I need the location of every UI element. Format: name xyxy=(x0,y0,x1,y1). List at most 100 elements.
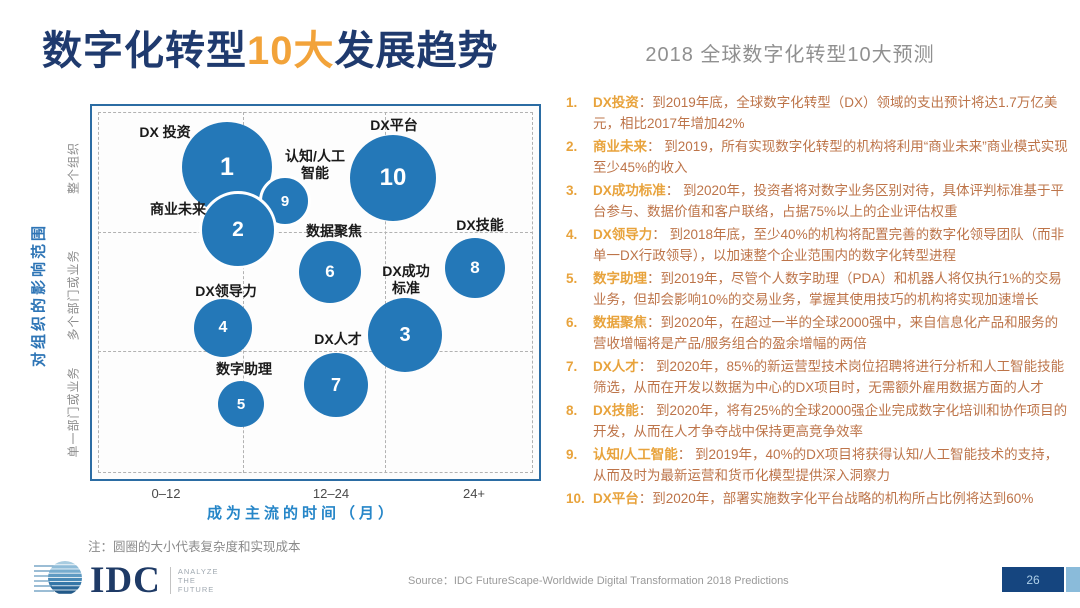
prediction-text: ：到2019年底，全球数字化转型（DX）领域的支出预计将达1.7万亿美元，相比2… xyxy=(593,95,1058,131)
prediction-text: ： 到2018年底，至少40%的机构将配置完善的数字化领导团队（而非单一DX行政… xyxy=(593,227,1065,263)
page-number-badge: 26 xyxy=(1002,567,1064,592)
predictions-heading: 2018 全球数字化转型10大预测 xyxy=(645,44,935,66)
prediction-keyword: 认知/人工智能 xyxy=(593,447,678,462)
prediction-text: ：到2019年，尽管个人数字助理（PDA）和机器人将仅执行1%的交易业务，但却会… xyxy=(593,271,1062,307)
predictions-list: 1. DX投资：到2019年底，全球数字化转型（DX）领域的支出预计将达1.7万亿… xyxy=(566,92,1068,511)
prediction-text: ：到2020年，在超过一半的全球2000强中，来自信息化产品和服务的营收增幅将是… xyxy=(593,315,1059,351)
bubble-number-3: 3 xyxy=(399,323,411,346)
prediction-item-5: 5. 数字助理：到2019年，尽管个人数字助理（PDA）和机器人将仅执行1%的交易… xyxy=(566,268,1068,310)
bubble-number-1: 1 xyxy=(220,152,234,181)
title-part1: 数字化转型 xyxy=(42,29,247,73)
prediction-keyword: 数据聚焦 xyxy=(593,315,647,330)
bubble-label-9: 认知/人工 智能 xyxy=(285,148,345,181)
prediction-number: 7. xyxy=(566,359,578,374)
prediction-text: ： 到2020年，投资者将对数字业务区别对待，具体评判标准基于平台参与、数据价值… xyxy=(593,183,1065,219)
idc-globe-icon xyxy=(34,556,86,605)
bubble-8: 8 xyxy=(445,238,505,298)
bubble-label-1: DX 投资 xyxy=(139,124,191,140)
bubble-3: 3 xyxy=(368,298,442,372)
idc-logo: IDC ANALYZE THE FUTURE xyxy=(34,556,218,605)
idc-tagline-line1: ANALYZE xyxy=(177,567,219,576)
bubble-number-7: 7 xyxy=(330,374,341,395)
bubble-chart: 1 DX 投资 10 DX平台 9 认知/人工 智能 2 商业未来 6 数据聚焦 8 DX技能 4 DX领… xyxy=(90,104,541,481)
prediction-text: ： 到2019，所有实现数字化转型的机构将利用“商业未来”商业模式实现至少45%… xyxy=(593,139,1068,175)
bubble-number-9: 9 xyxy=(280,192,290,210)
prediction-keyword: 数字助理 xyxy=(593,271,647,286)
prediction-number: 5. xyxy=(566,271,578,286)
grid-hline-1 xyxy=(98,232,533,233)
y-tick-multi-dept: 多个部门或业务 xyxy=(66,249,81,341)
bubble-number-8: 8 xyxy=(470,258,480,277)
prediction-keyword: DX平台 xyxy=(593,491,639,506)
source-text: Source：IDC FutureScape-Worldwide Digital… xyxy=(408,575,789,587)
bubble-5: 5 xyxy=(218,381,264,427)
prediction-number: 10. xyxy=(566,491,585,506)
bubble-10: 10 xyxy=(350,135,436,221)
y-axis-title: 对组织的影响范围 xyxy=(30,222,48,368)
y-tick-single-dept: 单一部门或业务 xyxy=(66,366,81,458)
bubble-7: 7 xyxy=(304,353,368,417)
prediction-item-8: 8. DX技能： 到2020年，将有25%的全球2000强企业完成数字化培训和协作… xyxy=(566,400,1068,442)
bubble-6: 6 xyxy=(299,241,361,303)
prediction-text: ： 到2020年，85%的新运营型技术岗位招聘将进行分析和人工智能技能筛选，从而… xyxy=(593,359,1065,395)
grid-vline-1 xyxy=(243,112,244,473)
prediction-keyword: DX技能 xyxy=(593,403,639,418)
prediction-text: ： 到2019年，40%的DX项目将获得认知/人工智能技术的支持，从而及时为最新… xyxy=(593,447,1059,483)
prediction-keyword: DX人才 xyxy=(593,359,639,374)
bubble-label-2: 商业未来 xyxy=(150,201,206,217)
chart-note: 注：圆圈的大小代表复杂度和实现成本 xyxy=(88,540,301,554)
grid-vline-2 xyxy=(385,112,386,473)
prediction-keyword: DX成功标准 xyxy=(593,183,666,198)
prediction-number: 8. xyxy=(566,403,578,418)
page-title: 数字化转型10大发展趋势 xyxy=(42,18,499,76)
prediction-keyword: DX领导力 xyxy=(593,227,653,242)
grid-hline-2 xyxy=(98,351,533,352)
prediction-item-4: 4. DX领导力： 到2018年底，至少40%的机构将配置完善的数字化领导团队（而… xyxy=(566,224,1068,266)
bubble-label-4: DX领导力 xyxy=(195,283,257,299)
x-tick-12-24: 12–24 xyxy=(312,486,350,501)
prediction-number: 4. xyxy=(566,227,578,242)
chart-inner-border xyxy=(98,112,533,473)
prediction-text: ： 到2020年，将有25%的全球2000强企业完成数字化培训和协作项目的开发，… xyxy=(593,403,1068,439)
prediction-number: 9. xyxy=(566,447,578,462)
idc-logo-text: IDC xyxy=(90,559,161,601)
x-tick-0-12: 0–12 xyxy=(151,486,181,501)
bubble-label-7: DX人才 xyxy=(314,331,362,347)
idc-tagline-line2: THE xyxy=(177,576,196,585)
bubble-label-3: DX成功 标准 xyxy=(382,263,430,296)
title-part2: 发展趋势 xyxy=(334,29,499,73)
prediction-item-9: 9. 认知/人工智能： 到2019年，40%的DX项目将获得认知/人工智能技术的支… xyxy=(566,444,1068,486)
prediction-keyword: 商业未来 xyxy=(593,139,647,154)
bubble-number-2: 2 xyxy=(232,218,244,241)
prediction-item-3: 3. DX成功标准： 到2020年，投资者将对数字业务区别对待，具体评判标准基于平… xyxy=(566,180,1068,222)
prediction-number: 2. xyxy=(566,139,578,154)
prediction-keyword: DX投资 xyxy=(593,95,639,110)
prediction-item-7: 7. DX人才： 到2020年，85%的新运营型技术岗位招聘将进行分析和人工智能技… xyxy=(566,356,1068,398)
bubble-2: 2 xyxy=(199,191,277,269)
bubble-label-6: 数据聚焦 xyxy=(306,223,362,239)
bubble-label-10: DX平台 xyxy=(370,117,418,133)
x-axis-title: 成为主流的时间（月） xyxy=(206,505,398,522)
bubble-number-6: 6 xyxy=(325,262,335,281)
title-highlight: 10大 xyxy=(247,29,335,73)
bubble-label-5: 数字助理 xyxy=(216,361,272,377)
bubble-number-10: 10 xyxy=(379,164,407,191)
prediction-number: 1. xyxy=(566,95,578,110)
y-tick-whole-org: 整个组织 xyxy=(66,141,81,195)
bubble-label-8: DX技能 xyxy=(456,217,504,233)
bubble-number-4: 4 xyxy=(218,319,228,336)
prediction-item-1: 1. DX投资：到2019年底，全球数字化转型（DX）领域的支出预计将达1.7万亿… xyxy=(566,92,1068,134)
prediction-item-2: 2. 商业未来： 到2019，所有实现数字化转型的机构将利用“商业未来”商业模式实… xyxy=(566,136,1068,178)
prediction-item-6: 6. 数据聚焦：到2020年，在超过一半的全球2000强中，来自信息化产品和服务的… xyxy=(566,312,1068,354)
bubble-4: 4 xyxy=(194,299,252,357)
idc-tagline: ANALYZE THE FUTURE xyxy=(169,567,219,594)
page-badge-strip xyxy=(1066,567,1080,592)
prediction-number: 3. xyxy=(566,183,578,198)
bubble-number-5: 5 xyxy=(236,395,246,413)
x-tick-24plus: 24+ xyxy=(462,486,486,501)
prediction-number: 6. xyxy=(566,315,578,330)
prediction-item-10: 10. DX平台：到2020年，部署实施数字化平台战略的机构所占比例将达到60% xyxy=(566,488,1068,509)
prediction-text: ：到2020年，部署实施数字化平台战略的机构所占比例将达到60% xyxy=(638,491,1034,506)
idc-tagline-line3: FUTURE xyxy=(177,585,215,594)
